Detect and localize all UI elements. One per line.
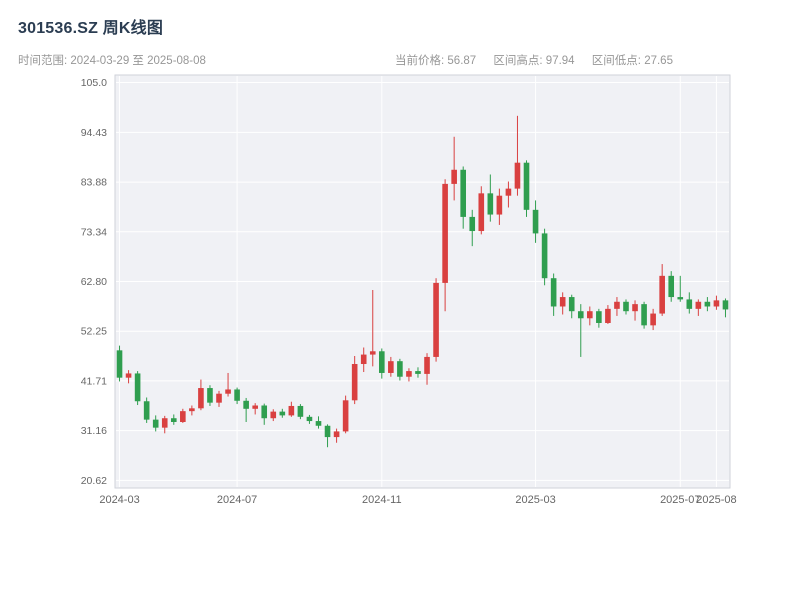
candle-body-down xyxy=(243,400,249,409)
x-axis-tick-label: 2024-03 xyxy=(99,494,139,506)
x-axis-tick-label: 2024-11 xyxy=(362,494,402,506)
x-axis-tick-label: 2025-03 xyxy=(515,494,555,506)
candle-body-down xyxy=(686,299,693,309)
x-axis-tick-label: 2024-07 xyxy=(217,494,257,506)
range-high-stat: 区间高点: 97.94 xyxy=(493,55,574,67)
candle-body-up xyxy=(252,405,258,409)
candle-body-up xyxy=(270,411,277,419)
candle-body-down xyxy=(152,419,159,428)
candle-body-down xyxy=(306,416,313,422)
candle-body-up xyxy=(342,400,349,432)
candle-body-down xyxy=(378,351,385,373)
candle-body-down xyxy=(568,297,575,312)
range-high-value: 97.94 xyxy=(545,55,575,67)
candle-body-down xyxy=(523,162,530,210)
candle-body-down xyxy=(170,418,177,422)
candle-body-up xyxy=(180,411,186,422)
candle-body-down xyxy=(207,388,213,403)
candle-body-down xyxy=(279,411,286,416)
range-low-stat: 区间低点: 27.65 xyxy=(592,55,673,67)
candle-body-down xyxy=(641,304,647,326)
candle-body-up xyxy=(514,162,521,189)
candle-body-up xyxy=(351,364,358,401)
candle-body-down xyxy=(460,169,467,217)
date-range-label: 时间范围: 2024-03-29 至 2025-08-08 xyxy=(18,55,206,67)
candle-body-down xyxy=(324,425,331,438)
page-title: 301536.SZ 周K线图 xyxy=(18,20,164,37)
candle-body-up xyxy=(424,356,430,374)
y-axis-tick-label: 41.71 xyxy=(81,375,107,387)
y-axis-tick-label: 94.43 xyxy=(81,127,107,139)
candle-body-down xyxy=(623,301,629,312)
candle-body-up xyxy=(605,308,611,323)
candle-body-up xyxy=(505,188,512,196)
candle-body-down xyxy=(722,300,729,310)
current-price-stat: 当前价格: 56.87 xyxy=(395,55,476,67)
candle-body-up xyxy=(659,275,665,314)
range-high-label: 区间高点: xyxy=(493,55,543,67)
candle-body-up xyxy=(333,431,340,438)
y-axis-tick-label: 73.34 xyxy=(81,226,107,238)
candle-body-up xyxy=(406,371,412,377)
candle-body-up xyxy=(198,388,204,409)
candle-body-up xyxy=(695,301,702,309)
candle-body-down xyxy=(541,233,548,279)
candle-body-up xyxy=(288,405,295,416)
candle-body-down xyxy=(550,278,557,307)
candle-body-up xyxy=(442,183,448,283)
candle-body-up xyxy=(225,389,231,394)
candle-body-down xyxy=(704,301,711,307)
candle-body-up xyxy=(632,304,638,312)
candle-body-up xyxy=(478,193,485,232)
y-axis-tick-label: 52.25 xyxy=(81,326,107,338)
candle-body-down xyxy=(297,405,304,417)
y-axis-tick-label: 31.16 xyxy=(81,425,107,437)
candle-body-down xyxy=(315,421,322,426)
current-price-label: 当前价格: xyxy=(395,55,445,67)
candle-body-up xyxy=(433,282,439,357)
x-axis-tick-label: 2025-07 xyxy=(660,494,700,506)
candle-body-up xyxy=(360,354,367,365)
candle-body-down xyxy=(143,401,150,420)
stats-row: 当前价格: 56.87 区间高点: 97.94 区间低点: 27.65 xyxy=(395,52,687,68)
candle-body-down xyxy=(532,209,539,234)
candle-body-up xyxy=(587,311,593,319)
candle-body-down xyxy=(668,275,675,298)
candle-body-down xyxy=(487,193,494,215)
candle-body-up xyxy=(451,169,457,184)
candle-body-down xyxy=(469,216,476,232)
y-axis-tick-label: 83.88 xyxy=(81,177,107,189)
candle-body-down xyxy=(677,297,684,300)
candle-body-up xyxy=(496,195,503,215)
candle-body-down xyxy=(234,389,240,401)
candle-body-up xyxy=(125,373,132,378)
candle-body-up xyxy=(189,408,195,412)
candle-body-up xyxy=(216,393,222,403)
candle-body-up xyxy=(650,313,656,326)
candle-body-down xyxy=(116,350,123,378)
candle-body-down xyxy=(577,311,584,319)
y-axis-tick-label: 105.0 xyxy=(81,77,107,89)
candle-body-up xyxy=(161,418,168,428)
candle-body-down xyxy=(415,371,421,374)
candle-body-down xyxy=(134,373,141,402)
candle-body-down xyxy=(596,311,602,323)
candle-body-down xyxy=(261,405,268,419)
range-low-value: 27.65 xyxy=(644,55,673,67)
range-low-label: 区间低点: xyxy=(591,55,641,67)
candle-body-up xyxy=(369,351,376,355)
y-axis-tick-label: 20.62 xyxy=(81,475,107,487)
candle-body-up xyxy=(388,361,394,373)
candle-body-down xyxy=(397,361,403,377)
candle-body-up xyxy=(559,297,566,307)
candle-body-up xyxy=(614,301,620,309)
candle-body-up xyxy=(713,300,720,307)
current-price-value: 56.87 xyxy=(447,55,477,67)
x-axis-tick-label: 2025-08 xyxy=(696,494,736,506)
y-axis-tick-label: 62.80 xyxy=(81,276,107,288)
